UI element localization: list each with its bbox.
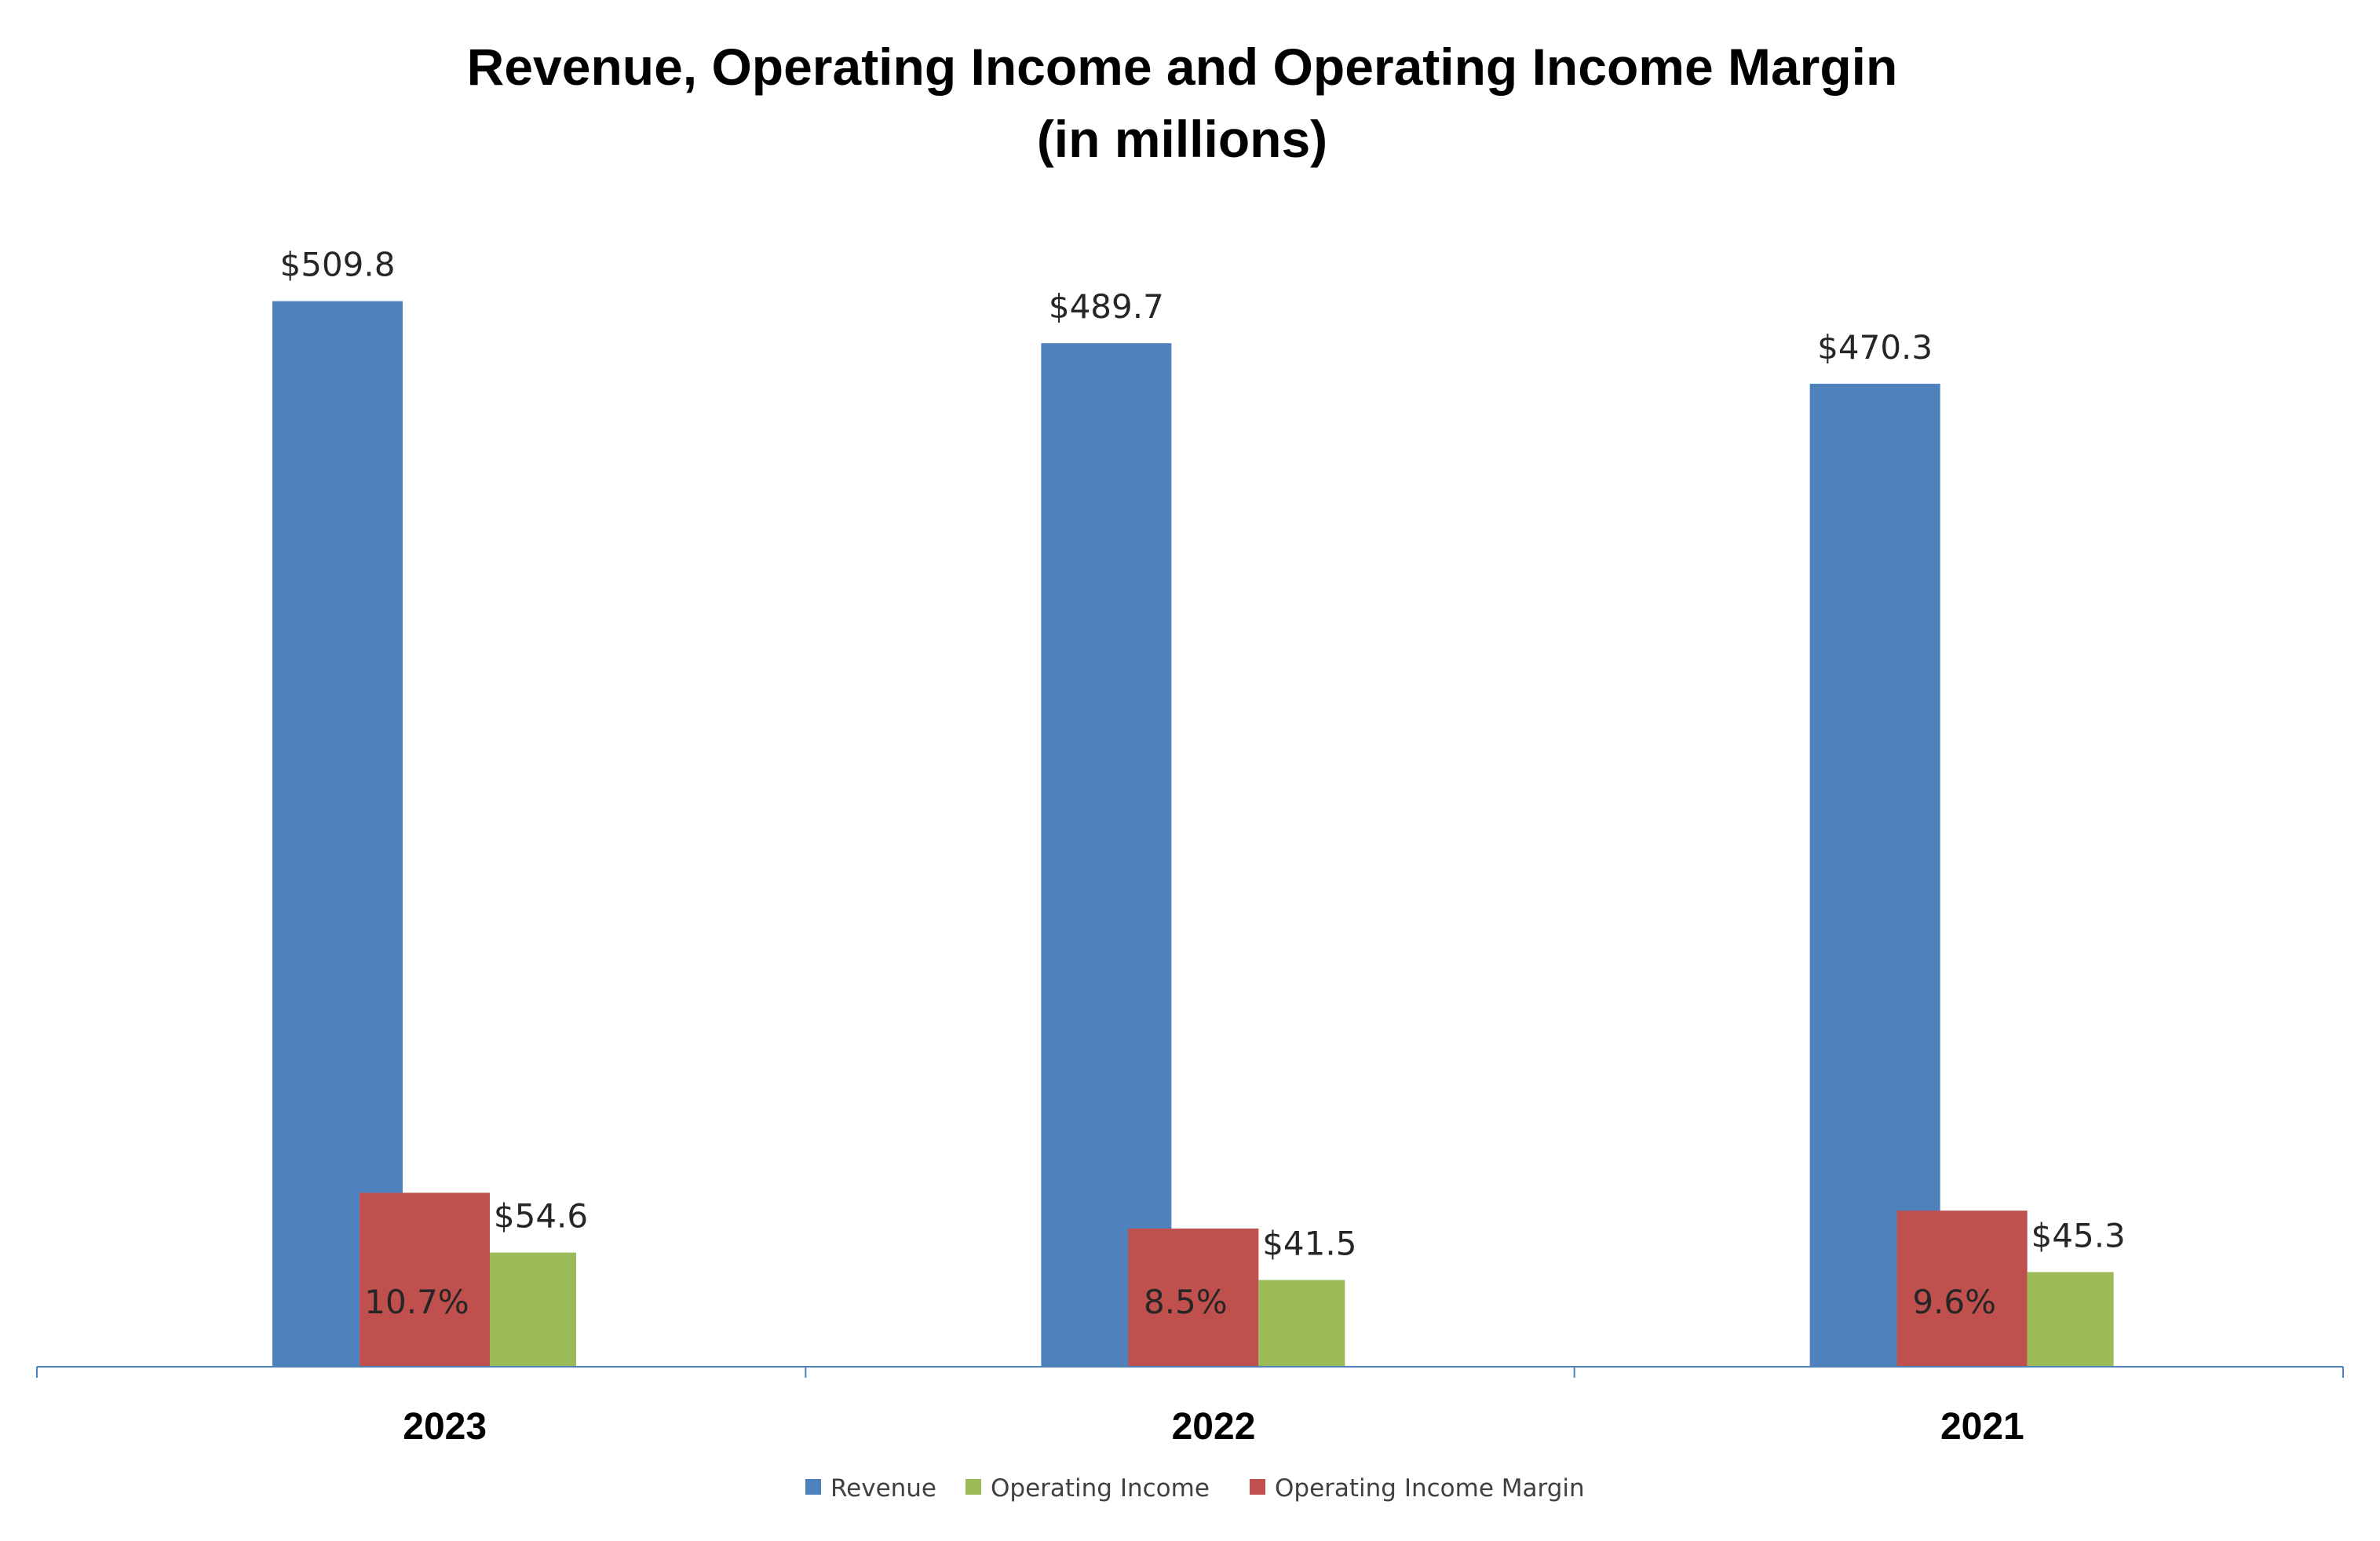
legend-label-revenue: Revenue xyxy=(830,1474,936,1503)
legend-swatch-operating-income xyxy=(966,1479,981,1495)
label-operating-income-margin-2022: 8.5% xyxy=(1144,1283,1228,1321)
bar-operating-income-margin-2021 xyxy=(1896,1211,2028,1367)
data-labels: $509.8 10.7% $54.6 $489.7 8.5% $41.5 $470.3 9.6… xyxy=(280,246,2126,1321)
label-revenue-2022: $489.7 xyxy=(1049,287,1164,326)
label-revenue-2023: $509.8 xyxy=(280,246,396,284)
bar-operating-income-margin-2022 xyxy=(1128,1228,1259,1367)
legend-swatch-operating-income-margin xyxy=(1250,1479,1265,1495)
bar-operating-income-2022 xyxy=(1258,1280,1345,1367)
legend-label-operating-income-margin: Operating Income Margin xyxy=(1275,1474,1585,1503)
x-tick-label-2022: 2022 xyxy=(1172,1406,1256,1448)
category-labels: 2023 2022 2021 xyxy=(403,1406,2024,1448)
bar-operating-income-2023 xyxy=(490,1252,576,1367)
bar-operating-income-margin-2023 xyxy=(360,1192,490,1367)
label-operating-income-margin-2021: 9.6% xyxy=(1912,1283,1996,1321)
label-operating-income-margin-2023: 10.7% xyxy=(364,1283,469,1321)
bars-group xyxy=(272,301,2114,1368)
legend-label-operating-income: Operating Income xyxy=(991,1474,1210,1503)
bar-revenue-2021 xyxy=(1809,383,1940,1367)
x-tick-label-2023: 2023 xyxy=(403,1406,487,1448)
chart-subtitle: (in millions) xyxy=(1037,110,1327,168)
label-operating-income-2022: $41.5 xyxy=(1262,1225,1356,1263)
x-tick-label-2021: 2021 xyxy=(1940,1406,2024,1448)
bar-revenue-2023 xyxy=(272,301,403,1368)
label-operating-income-2021: $45.3 xyxy=(2031,1216,2126,1254)
label-revenue-2021: $470.3 xyxy=(1817,328,1933,367)
bar-operating-income-2021 xyxy=(2027,1272,2114,1367)
x-axis xyxy=(36,1366,2344,1378)
label-operating-income-2023: $54.6 xyxy=(494,1197,588,1236)
legend-swatch-revenue xyxy=(805,1479,821,1495)
legend: Revenue Operating Income Operating Income … xyxy=(805,1474,1585,1503)
chart-title: Revenue, Operating Income and Operating … xyxy=(467,38,1898,96)
bar-revenue-2022 xyxy=(1041,343,1172,1368)
